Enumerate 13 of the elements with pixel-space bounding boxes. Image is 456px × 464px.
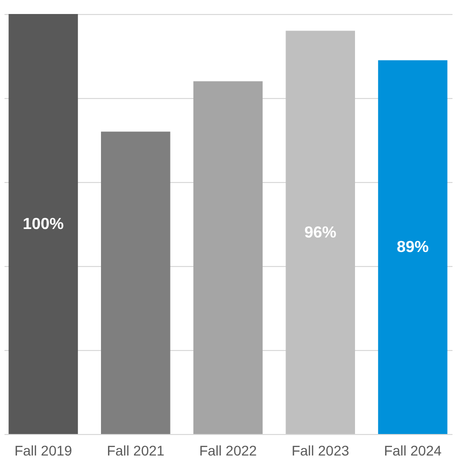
- x-tick-label: Fall 2024: [384, 442, 442, 458]
- bar: [100, 132, 170, 434]
- data-label: 100%: [22, 216, 64, 233]
- bar: [193, 81, 263, 434]
- x-tick-label: Fall 2019: [14, 442, 72, 458]
- bar: [8, 14, 78, 434]
- bar: [378, 60, 448, 434]
- data-label: 89%: [396, 239, 429, 256]
- x-tick-label: Fall 2021: [106, 442, 165, 458]
- data-label: 96%: [304, 224, 336, 242]
- x-tick-label: Fall 2022: [199, 442, 258, 458]
- bar: [286, 30, 356, 434]
- x-tick-label: Fall 2023: [292, 442, 350, 458]
